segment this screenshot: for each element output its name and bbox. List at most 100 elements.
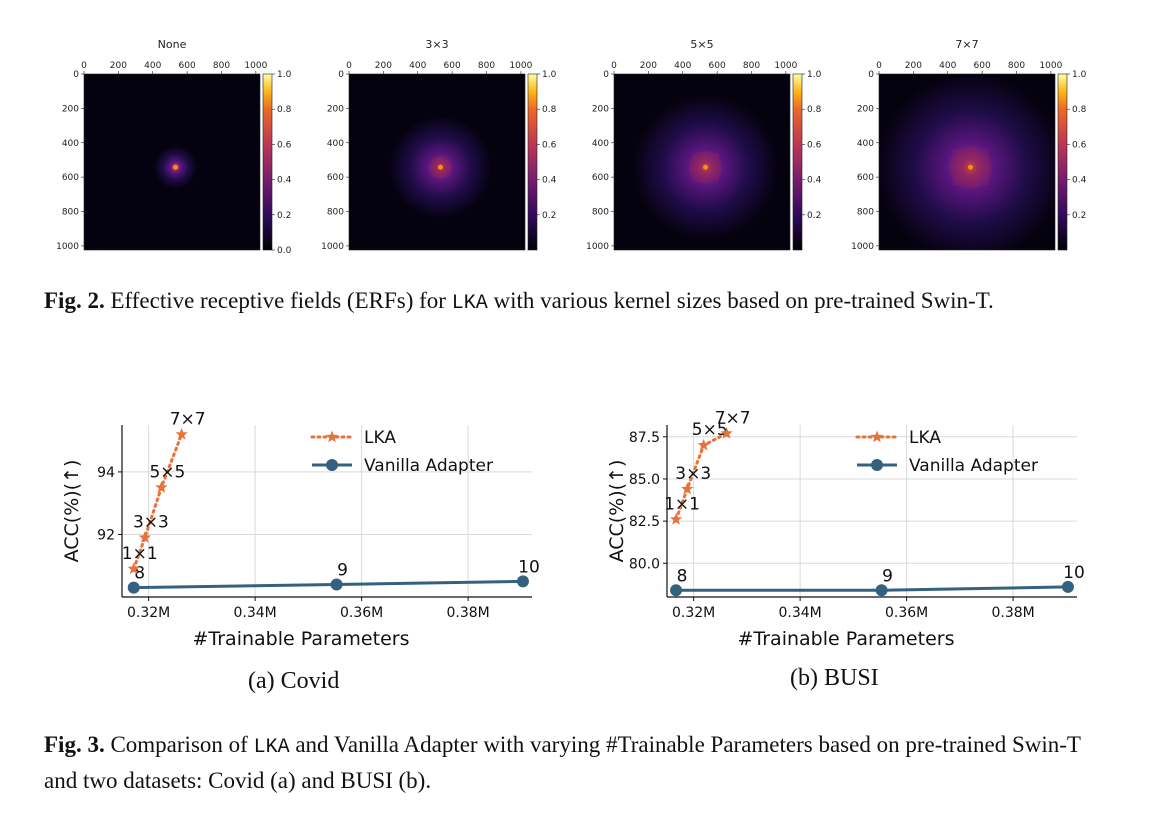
vanilla-adapter-point-label: 10 bbox=[518, 557, 540, 577]
erf-panel-title: None bbox=[158, 38, 187, 51]
x-tick-label: 1000 bbox=[244, 61, 267, 71]
x-tick-label: 200 bbox=[905, 61, 922, 71]
y-tick-label: 400 bbox=[857, 139, 874, 149]
y-tick-label: 800 bbox=[857, 208, 874, 218]
lka-point bbox=[669, 512, 683, 525]
y-tick-label: 600 bbox=[327, 173, 344, 183]
colorbar-tick-label: 1.0 bbox=[1072, 70, 1087, 80]
y-tick-label: 0 bbox=[868, 70, 874, 80]
colorbar bbox=[527, 73, 538, 251]
lka-point bbox=[175, 427, 188, 440]
vanilla-adapter-point bbox=[127, 581, 140, 594]
figure-3-label: Fig. 3. bbox=[44, 732, 105, 757]
covid-chart: 0.32M 0.34M 0.36M 0.38M 92 94 #Trainable Param… bbox=[61, 409, 540, 650]
x-tick-label: 600 bbox=[444, 61, 461, 71]
lka-point-label: 5×5 bbox=[149, 463, 185, 483]
colorbar bbox=[1057, 73, 1068, 251]
y-tick-label: 87.5 bbox=[629, 430, 660, 446]
lka-point-label: 1×1 bbox=[664, 494, 700, 514]
legend-lka-label: LKA bbox=[909, 428, 941, 448]
colorbar-tick-label: 0.4 bbox=[542, 176, 557, 186]
y-tick-label: 200 bbox=[857, 104, 874, 114]
x-tick-label: 0.34M bbox=[233, 605, 276, 621]
x-tick-label: 0.36M bbox=[340, 605, 383, 621]
y-tick-label: 200 bbox=[592, 104, 609, 114]
lka-line bbox=[132, 432, 184, 571]
x-tick-label: 0 bbox=[81, 61, 87, 71]
x-tick-label: 1000 bbox=[774, 61, 797, 71]
x-tick-label: 0.38M bbox=[446, 605, 489, 621]
x-tick-label: 600 bbox=[974, 61, 991, 71]
colorbar bbox=[262, 73, 273, 251]
x-tick-label: 200 bbox=[375, 61, 392, 71]
vanilla-adapter-point-label: 8 bbox=[134, 564, 145, 584]
colorbar-tick-label: 0.0 bbox=[277, 246, 292, 256]
erf-center bbox=[968, 164, 974, 170]
subcaption-busi: (b) BUSI bbox=[790, 665, 879, 691]
lka-point-label: 7×7 bbox=[715, 408, 751, 428]
x-tick-label: 400 bbox=[409, 61, 426, 71]
figure-2-caption-code: LKA bbox=[451, 292, 488, 315]
colorbar-tick-label: 0.2 bbox=[807, 211, 821, 221]
figure-2-caption-text-a: Effective receptive fields (ERFs) for bbox=[104, 288, 452, 313]
colorbar-tick-label: 0.6 bbox=[807, 140, 822, 150]
legend-lka-marker bbox=[870, 430, 884, 443]
erf-panel-title: 7×7 bbox=[955, 38, 978, 51]
y-tick-label: 800 bbox=[327, 208, 344, 218]
colorbar-tick-label: 0.8 bbox=[807, 105, 822, 115]
y-tick-label: 400 bbox=[327, 139, 344, 149]
lka-line bbox=[674, 431, 729, 521]
y-axis-label: ACC(%)(↑) bbox=[606, 460, 628, 563]
lka-point bbox=[681, 482, 694, 495]
colorbar-tick-label: 0.2 bbox=[277, 211, 291, 221]
lka-point-label: 3×3 bbox=[133, 513, 169, 533]
vanilla-adapter-point bbox=[1061, 580, 1074, 593]
lka-point bbox=[138, 531, 152, 543]
y-tick-label: 94 bbox=[97, 465, 115, 481]
colorbar-tick-label: 0.4 bbox=[807, 176, 822, 186]
x-tick-label: 0.32M bbox=[127, 605, 170, 621]
colorbar-tick-label: 1.0 bbox=[277, 70, 292, 80]
colorbar-tick-label: 0.8 bbox=[542, 105, 557, 115]
figure-3-caption-code: LKA bbox=[253, 736, 290, 759]
x-tick-label: 0.34M bbox=[778, 605, 821, 621]
x-tick-label: 800 bbox=[478, 61, 495, 71]
vanilla-adapter-point-label: 10 bbox=[1063, 563, 1085, 583]
x-tick-label: 0.38M bbox=[991, 605, 1034, 621]
lka-point bbox=[155, 481, 168, 493]
y-tick-label: 400 bbox=[62, 139, 79, 149]
figure-2-caption: Fig. 2. Effective receptive fields (ERFs… bbox=[44, 284, 1104, 320]
y-tick-label: 0 bbox=[338, 70, 344, 80]
x-axis-label: #Trainable Parameters bbox=[193, 628, 410, 650]
vanilla-adapter-line bbox=[676, 585, 1068, 592]
figure-2-label: Fig. 2. bbox=[44, 288, 105, 313]
colorbar bbox=[792, 73, 803, 251]
vanilla-adapter-point-label: 9 bbox=[882, 566, 893, 586]
erf-panel: 3×3 0 200 400 600 800 1000 0 200 400 600 800 1000 1.0… bbox=[321, 38, 556, 252]
y-tick-label: 400 bbox=[592, 139, 609, 149]
x-tick-label: 800 bbox=[213, 61, 230, 71]
figure-2-caption-text-b: with various kernel sizes based on pre-t… bbox=[487, 288, 994, 313]
colorbar-tick-label: 0.2 bbox=[542, 211, 556, 221]
erf-heatmap bbox=[83, 73, 261, 251]
erf-panel: 5×5 0 200 400 600 800 1000 0 200 400 600 800 1000 1.0… bbox=[586, 38, 821, 252]
y-tick-label: 1000 bbox=[321, 242, 344, 252]
y-tick-label: 1000 bbox=[56, 242, 79, 252]
lka-point bbox=[127, 562, 140, 575]
y-tick-label: 1000 bbox=[586, 242, 609, 252]
figure-3-caption-text-b: and Vanilla Adapter with varying #Traina… bbox=[44, 732, 1081, 793]
vanilla-adapter-point-label: 8 bbox=[677, 566, 688, 586]
lka-point-label: 5×5 bbox=[692, 420, 728, 440]
vanilla-adapter-point bbox=[516, 575, 529, 588]
x-tick-label: 1000 bbox=[1039, 61, 1062, 71]
y-tick-label: 800 bbox=[592, 208, 609, 218]
erf-panel-title: 3×3 bbox=[425, 38, 448, 51]
y-axis-label: ACC(%)(↑) bbox=[61, 460, 83, 563]
lka-point bbox=[720, 426, 733, 439]
lka-point bbox=[697, 438, 710, 451]
erf-panel: None 0 200 400 600 800 1000 0 200 400 600 800 1000 1.… bbox=[56, 38, 291, 256]
y-tick-label: 80.0 bbox=[629, 556, 660, 572]
x-tick-label: 400 bbox=[144, 61, 161, 71]
colorbar-tick-label: 1.0 bbox=[807, 70, 822, 80]
x-tick-label: 0.36M bbox=[885, 605, 928, 621]
